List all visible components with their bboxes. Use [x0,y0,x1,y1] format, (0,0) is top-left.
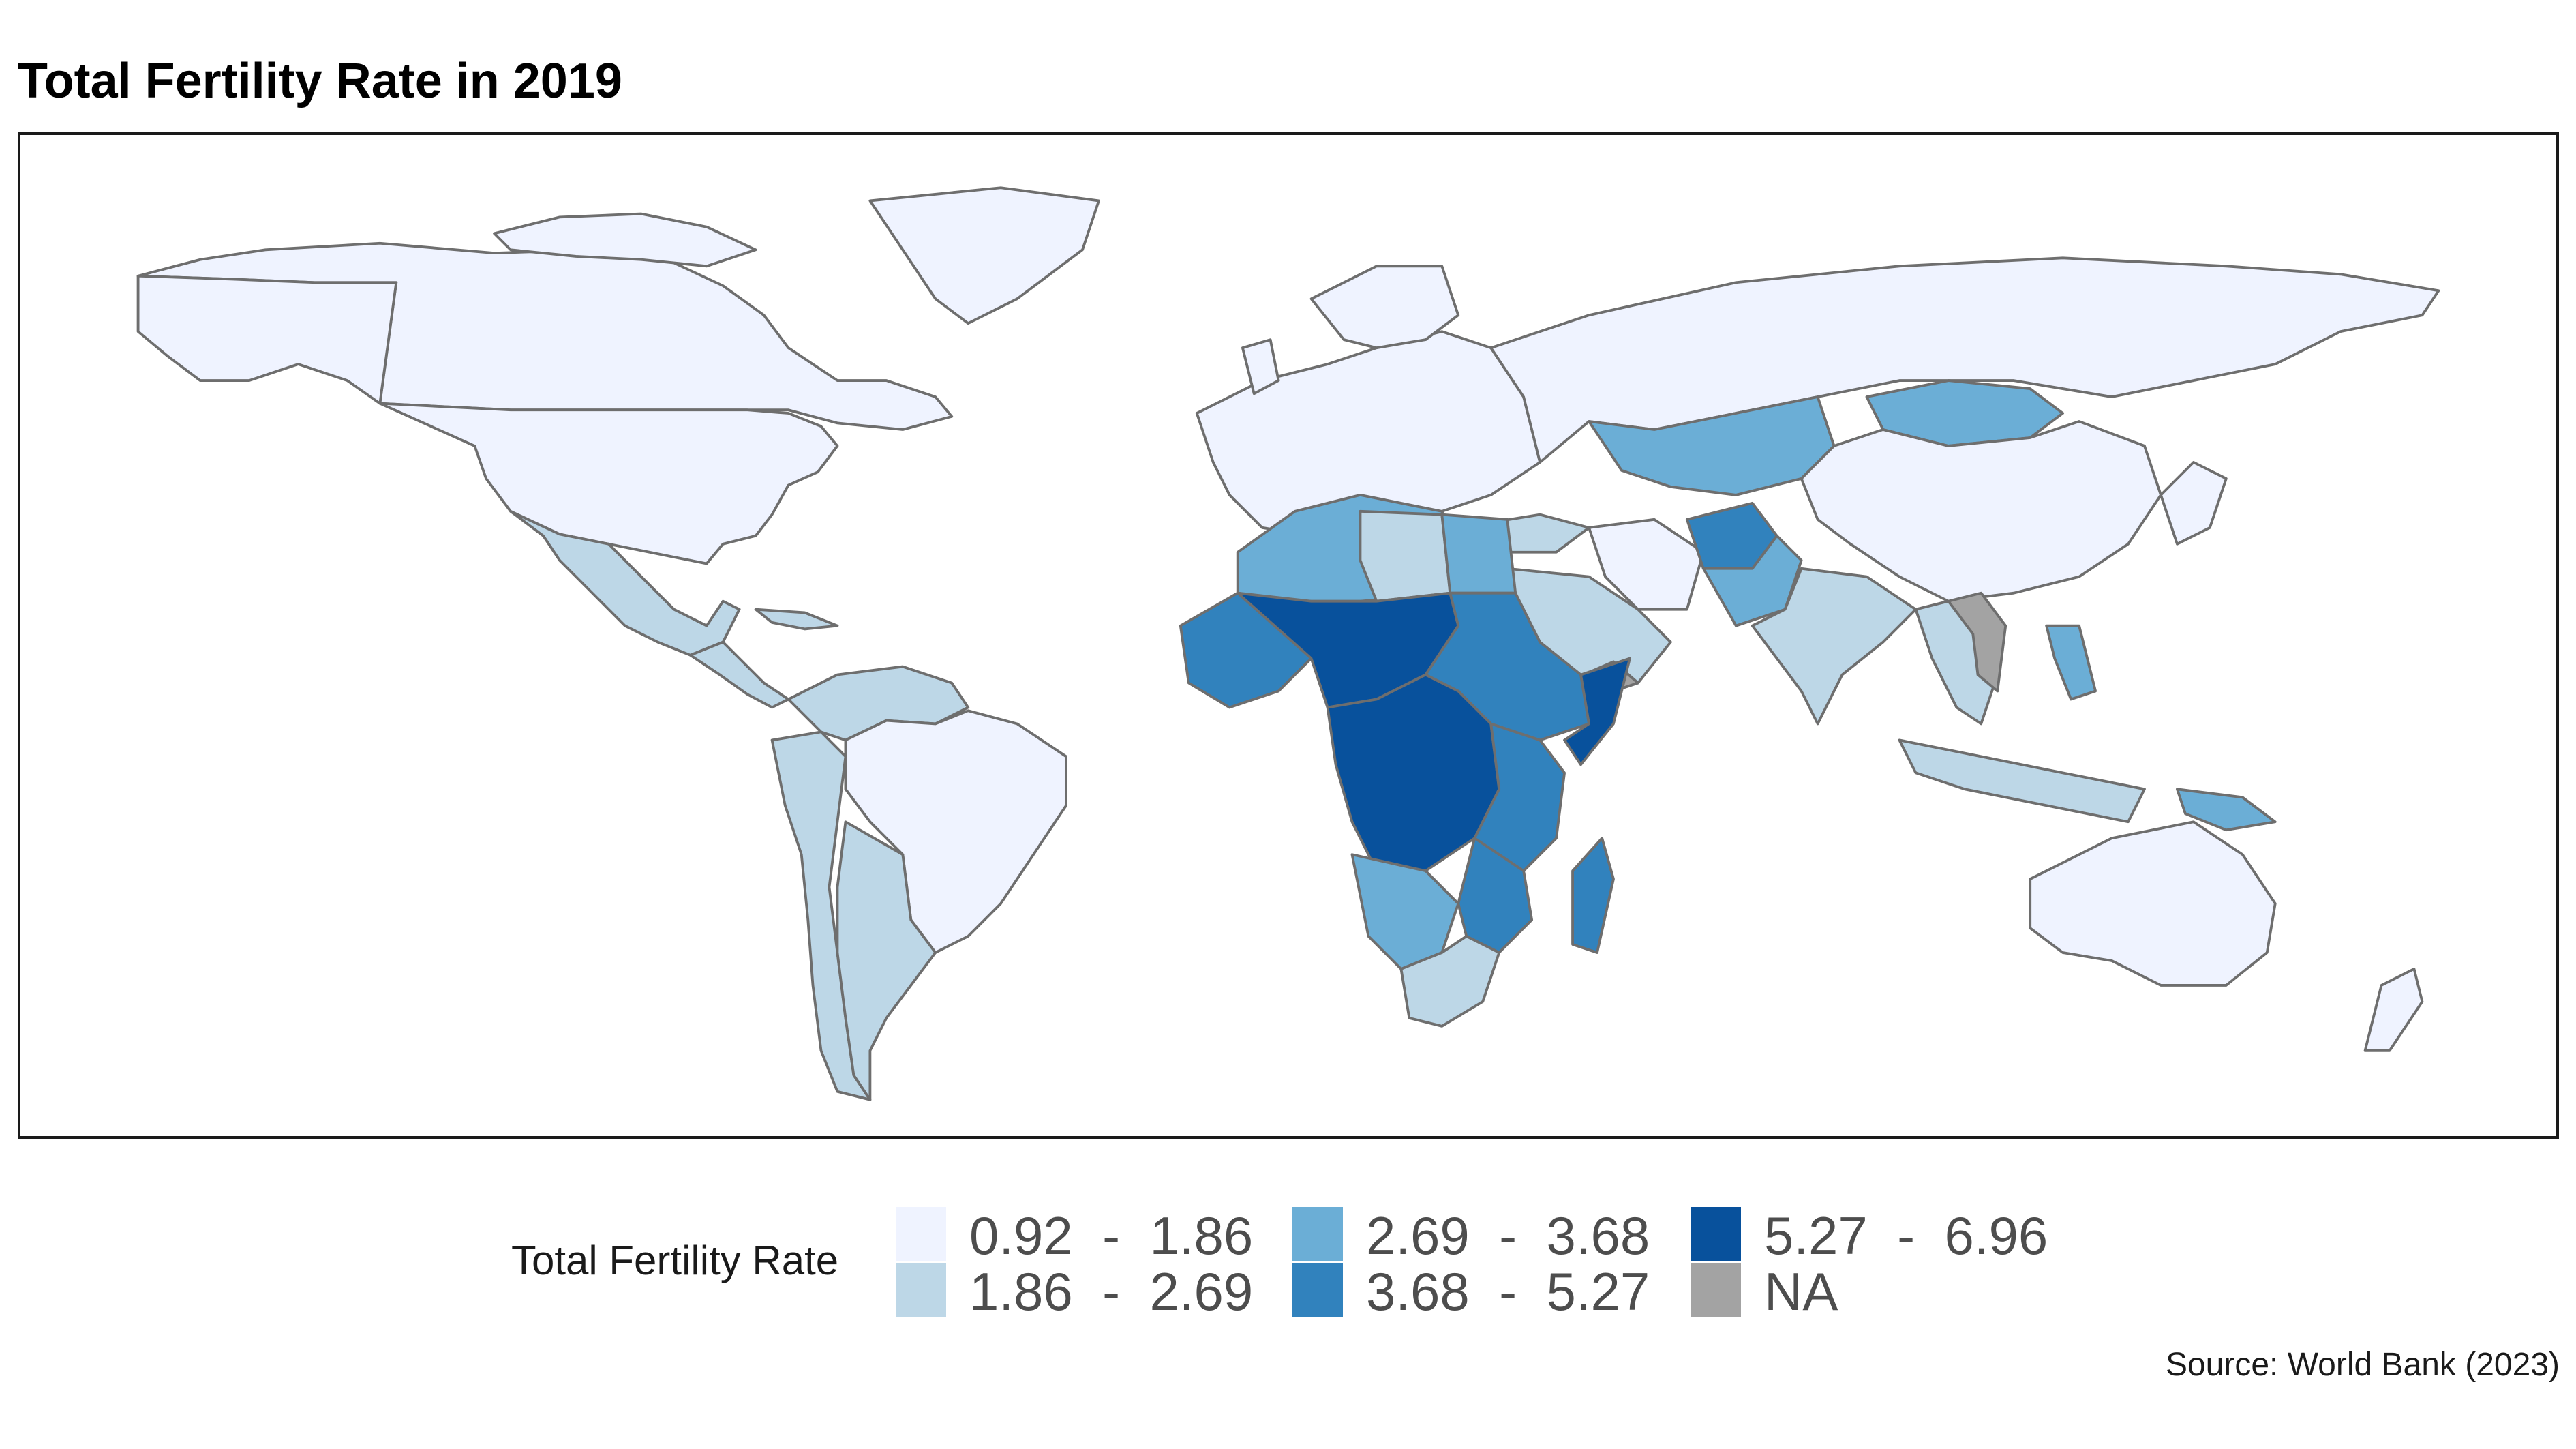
legend-swatch [896,1263,946,1317]
legend-label: 5.27 - 6.96 [1764,1206,2048,1266]
region-arctic-islands [493,212,757,268]
region-madagascar [1571,837,1615,954]
region-south-africa [1399,935,1501,1028]
region-brazil [844,709,1067,954]
region-central-america [688,640,790,709]
region-greenland [868,186,1100,325]
legend-swatch [1292,1207,1343,1261]
region-pakistan [1701,534,1803,627]
region-usa [378,402,839,565]
legend-swatch [1292,1263,1343,1317]
map-panel [18,132,2559,1139]
legend-swatch [896,1207,946,1261]
legend-title: Total Fertility Rate [511,1238,839,1283]
region-iran [1588,518,1705,611]
region-argentina [836,820,937,1101]
legend-label: 2.69 - 3.68 [1366,1206,1650,1266]
legend: Total Fertility Rate 0.92 - 1.86 1.86 - … [0,1207,2576,1330]
region-alaska [136,274,398,405]
region-china [1800,420,2162,603]
region-indonesia [1898,738,2146,824]
region-india [1751,567,1918,726]
legend-label: NA [1764,1261,1838,1321]
region-vietnam-laos [1947,591,2007,693]
region-new-zealand [2363,968,2424,1052]
legend-label: 1.86 - 2.69 [969,1261,1254,1321]
region-australia [2029,820,2277,987]
region-philippines [2045,624,2097,701]
legend-label: 0.92 - 1.86 [969,1206,1254,1266]
map-title: Total Fertility Rate in 2019 [18,54,622,108]
legend-swatch [1691,1263,1741,1317]
region-somalia [1563,657,1631,766]
region-uk [1241,338,1280,395]
source-note: Source: World Bank (2023) [2165,1347,2560,1383]
region-scandinavia [1309,265,1460,350]
region-caribbean [754,608,839,631]
region-egypt [1440,513,1517,595]
legend-swatch [1691,1207,1741,1261]
region-libya [1359,509,1452,603]
region-papua-new-guinea [2176,788,2277,832]
region-japan-korea [2160,461,2228,546]
region-mexico [509,509,741,657]
world-map [136,186,2440,1101]
legend-label: 3.68 - 5.27 [1366,1261,1650,1321]
region-europe [1195,330,1542,546]
